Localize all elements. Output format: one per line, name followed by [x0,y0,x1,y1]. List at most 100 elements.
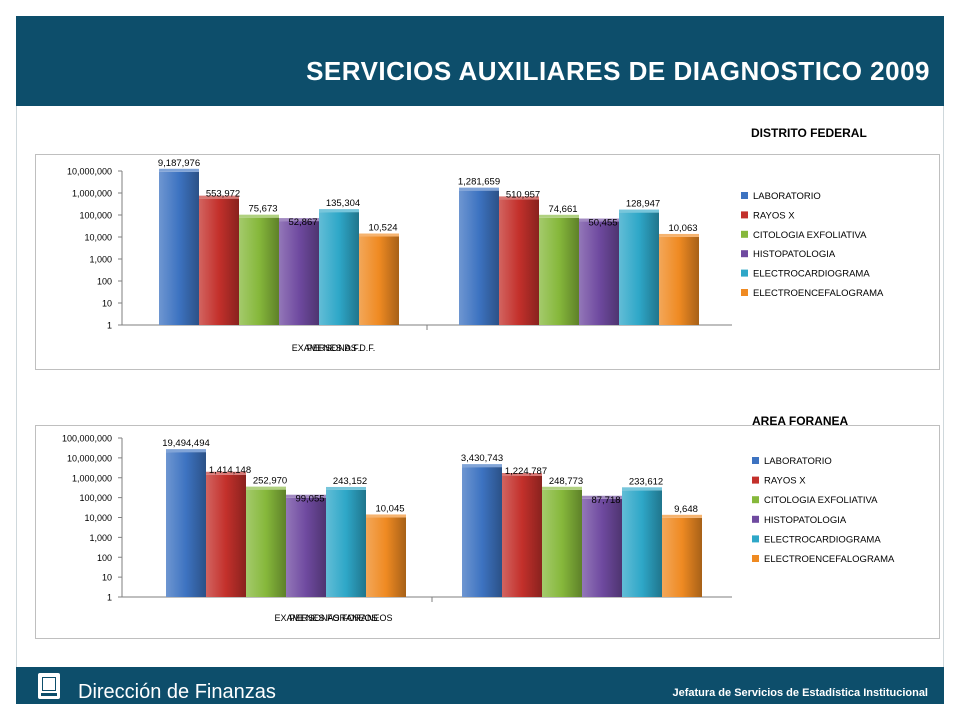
bar-top [319,209,359,213]
bar-top [579,218,619,222]
data-label: 233,612 [629,476,663,487]
bar-top [199,195,239,199]
bar [582,498,622,597]
legend-swatch [752,496,759,504]
legend-swatch [741,289,748,296]
legend-swatch [741,211,748,219]
chart-df: 1 10 100 1,000 10,000 100,000 1,000,000 10,000,… [35,154,940,370]
header-bar [16,16,944,106]
bar [619,212,659,325]
legend-entry: LABORATORIO [764,456,832,467]
y-tick-label: 10,000,000 [67,453,112,463]
legend-entry: RAYOS X [753,210,795,221]
bar [326,489,366,597]
section-label-foranea: AREA FORANEA [752,414,849,428]
bar-top [279,218,319,222]
category-label: EXAMENES FORANEOS [274,613,377,623]
data-label: 1,414,148 [209,465,251,476]
category-label: PERSONAS FORANEOS [289,613,392,623]
y-tick-label: 10 [102,573,112,583]
bar [462,467,502,597]
bar [542,489,582,597]
bar [206,474,246,597]
bar [166,452,206,597]
data-label: 510,957 [506,189,540,200]
bar [319,212,359,325]
bar-top [246,486,286,490]
y-tick-label: 100,000 [79,211,112,221]
legend-swatch [752,515,759,523]
chart-foranea: 1 10 100 1,000 10,000 100,000 1,000,000 10,000,… [35,425,940,639]
y-tick-label: 1,000,000 [72,473,112,483]
bar [659,236,699,325]
slide-frame [16,16,944,704]
footer-dept-name: Jefatura de Servicios de Estadística Ins… [672,687,928,699]
data-label: 99,055 [295,494,324,505]
data-label: 1,224,787 [505,466,547,477]
bar-top [326,486,366,490]
y-tick-label: 10,000 [84,513,112,523]
legend-swatch [741,192,748,199]
legend-swatch [752,535,759,543]
bar-top [542,486,582,490]
data-label: 243,152 [333,476,367,487]
y-tick-label: 1,000 [89,255,112,265]
bar-top [459,187,499,191]
legend-entry: CITOLOGIA EXFOLIATIVA [753,230,867,241]
y-tick-label: 1 [107,321,112,331]
bar [502,475,542,597]
bar-top [539,214,579,218]
bar-top [239,214,279,218]
bar [279,221,319,325]
chart-df-svg: 1 10 100 1,000 10,000 100,000 1,000,000 10,000,… [67,158,884,353]
data-label: 553,972 [206,189,240,200]
data-label: 9,187,976 [158,158,200,169]
legend-entry: LABORATORIO [753,191,821,202]
legend-entry: RAYOS X [764,476,806,487]
y-tick-label: 1,000,000 [72,189,112,199]
bar [366,517,406,597]
bar-top [286,494,326,498]
logo-emblem-icon [42,677,56,691]
data-label: 128,947 [626,199,660,210]
y-tick-label: 10,000,000 [67,167,112,177]
bar [159,171,199,325]
bar [286,497,326,597]
bar-top [659,233,699,237]
y-tick-label: 1 [107,593,112,603]
legend-entry: ELECTROENCEFALOGRAMA [764,554,895,565]
bar-top [622,487,662,491]
legend-entry: ELECTROENCEFALOGRAMA [753,288,884,299]
bar-top [582,495,622,499]
legend-swatch [741,230,748,238]
bar [246,489,286,597]
page-title: SERVICIOS AUXILIARES DE DIAGNOSTICO 2009 [306,56,930,86]
y-tick-label: 100 [97,277,112,287]
data-label: 50,455 [588,218,617,229]
bar-top [159,168,199,172]
data-label: 74,661 [548,204,577,215]
bar-top [502,472,542,476]
legend-entry: CITOLOGIA EXFOLIATIVA [764,495,878,506]
bar [499,199,539,325]
bar [459,190,499,325]
data-label: 135,304 [326,198,360,209]
issste-logo [38,673,60,699]
data-label: 52,867 [288,217,317,228]
bar [539,217,579,325]
data-label: 9,648 [674,504,698,515]
bar [662,517,702,597]
section-label-df: DISTRITO FEDERAL [751,126,867,140]
bar-top [462,464,502,468]
legend-entry: HISTOPATOLOGIA [764,515,847,526]
y-tick-label: 1,000 [89,533,112,543]
data-label: 10,045 [375,503,404,514]
data-label: 252,970 [253,476,287,487]
footer-org-name: Dirección de Finanzas [78,681,276,703]
y-tick-label: 10 [102,299,112,309]
data-label: 248,773 [549,476,583,487]
category-label: PERSONAS D.F. [307,343,376,353]
bar [359,236,399,325]
bar-top [499,196,539,200]
bar-top [662,514,702,518]
